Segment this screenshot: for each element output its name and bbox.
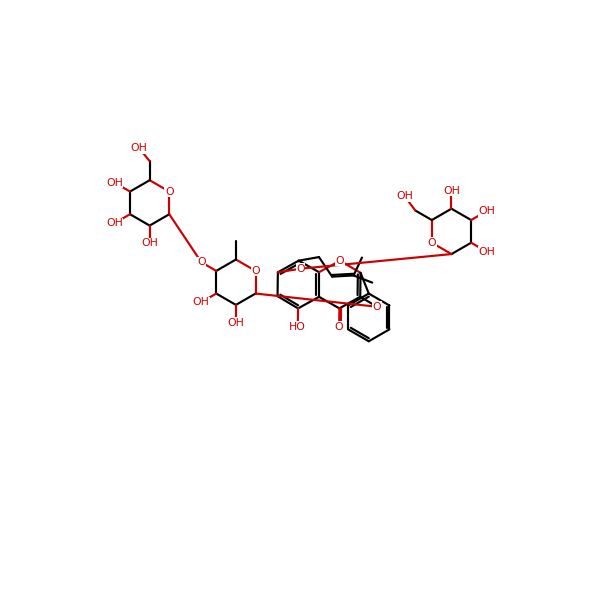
Text: OH: OH xyxy=(478,206,495,216)
Text: O: O xyxy=(428,238,436,248)
Text: O: O xyxy=(336,256,344,266)
Text: HO: HO xyxy=(289,322,306,332)
Text: O: O xyxy=(165,187,173,197)
Text: OH: OH xyxy=(193,298,209,307)
Text: OH: OH xyxy=(141,238,158,248)
Text: OH: OH xyxy=(106,178,123,188)
Text: O: O xyxy=(296,264,305,274)
Text: O: O xyxy=(335,322,343,332)
Text: O: O xyxy=(373,302,382,312)
Text: O: O xyxy=(251,266,260,276)
Text: O: O xyxy=(197,257,206,267)
Text: OH: OH xyxy=(227,318,244,328)
Text: OH: OH xyxy=(443,186,460,196)
Text: OH: OH xyxy=(396,191,413,201)
Text: OH: OH xyxy=(106,218,123,228)
Text: OH: OH xyxy=(478,247,495,257)
Text: OH: OH xyxy=(130,143,148,153)
